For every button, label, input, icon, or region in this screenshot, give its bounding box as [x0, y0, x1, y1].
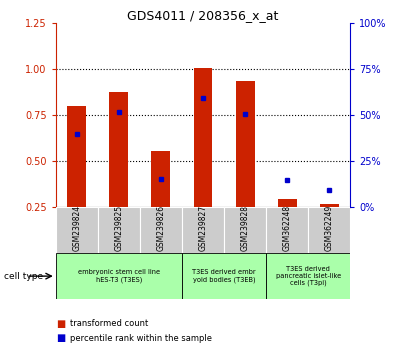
Text: GSM239826: GSM239826: [156, 205, 166, 251]
Text: embryonic stem cell line
hES-T3 (T3ES): embryonic stem cell line hES-T3 (T3ES): [78, 269, 160, 283]
Text: GSM239825: GSM239825: [114, 205, 123, 251]
Text: GSM239824: GSM239824: [72, 205, 81, 251]
Text: transformed count: transformed count: [70, 319, 148, 329]
Bar: [320, 204, 339, 207]
Text: ■: ■: [56, 333, 65, 343]
Text: T3ES derived embr
yoid bodies (T3EB): T3ES derived embr yoid bodies (T3EB): [192, 269, 256, 283]
Bar: [140, 207, 182, 253]
Bar: [109, 92, 128, 207]
Text: GSM362248: GSM362248: [283, 205, 292, 251]
Bar: [98, 207, 140, 253]
Bar: [67, 106, 86, 207]
Bar: [151, 151, 170, 207]
Bar: [56, 253, 182, 299]
Text: GSM362249: GSM362249: [325, 205, 334, 251]
Text: cell type: cell type: [4, 272, 43, 281]
Bar: [236, 81, 255, 207]
Title: GDS4011 / 208356_x_at: GDS4011 / 208356_x_at: [127, 9, 279, 22]
Bar: [193, 68, 213, 207]
Bar: [266, 253, 350, 299]
Text: GSM239827: GSM239827: [199, 205, 207, 251]
Bar: [224, 207, 266, 253]
Text: T3ES derived
pancreatic islet-like
cells (T3pi): T3ES derived pancreatic islet-like cells…: [275, 266, 341, 286]
Text: GSM239828: GSM239828: [240, 205, 250, 251]
Bar: [278, 199, 297, 207]
Bar: [308, 207, 350, 253]
Text: percentile rank within the sample: percentile rank within the sample: [70, 333, 212, 343]
Bar: [56, 207, 98, 253]
Text: ■: ■: [56, 319, 65, 329]
Bar: [266, 207, 308, 253]
Bar: [182, 207, 224, 253]
Bar: [182, 253, 266, 299]
